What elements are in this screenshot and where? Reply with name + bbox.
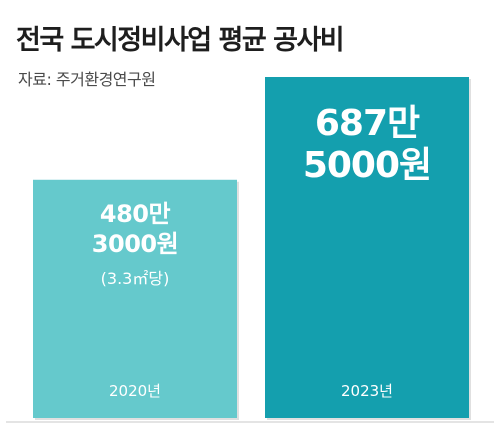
- category-label: 2020년: [109, 382, 161, 400]
- bar-value-label: 480만: [100, 200, 171, 228]
- bar-value-label: 3000원: [92, 230, 178, 258]
- chart-source: 자료: 주거환경연구원: [18, 70, 156, 89]
- unit-note: (3.3㎡당): [101, 269, 170, 288]
- bar-2020년: [33, 179, 237, 418]
- chart-title: 전국 도시정비사업 평균 공사비: [16, 25, 345, 56]
- bar-value-label: 687만: [315, 103, 420, 144]
- bar-2023년: [265, 77, 469, 418]
- category-label: 2023년: [341, 382, 393, 400]
- bar-value-label: 5000원: [303, 145, 431, 186]
